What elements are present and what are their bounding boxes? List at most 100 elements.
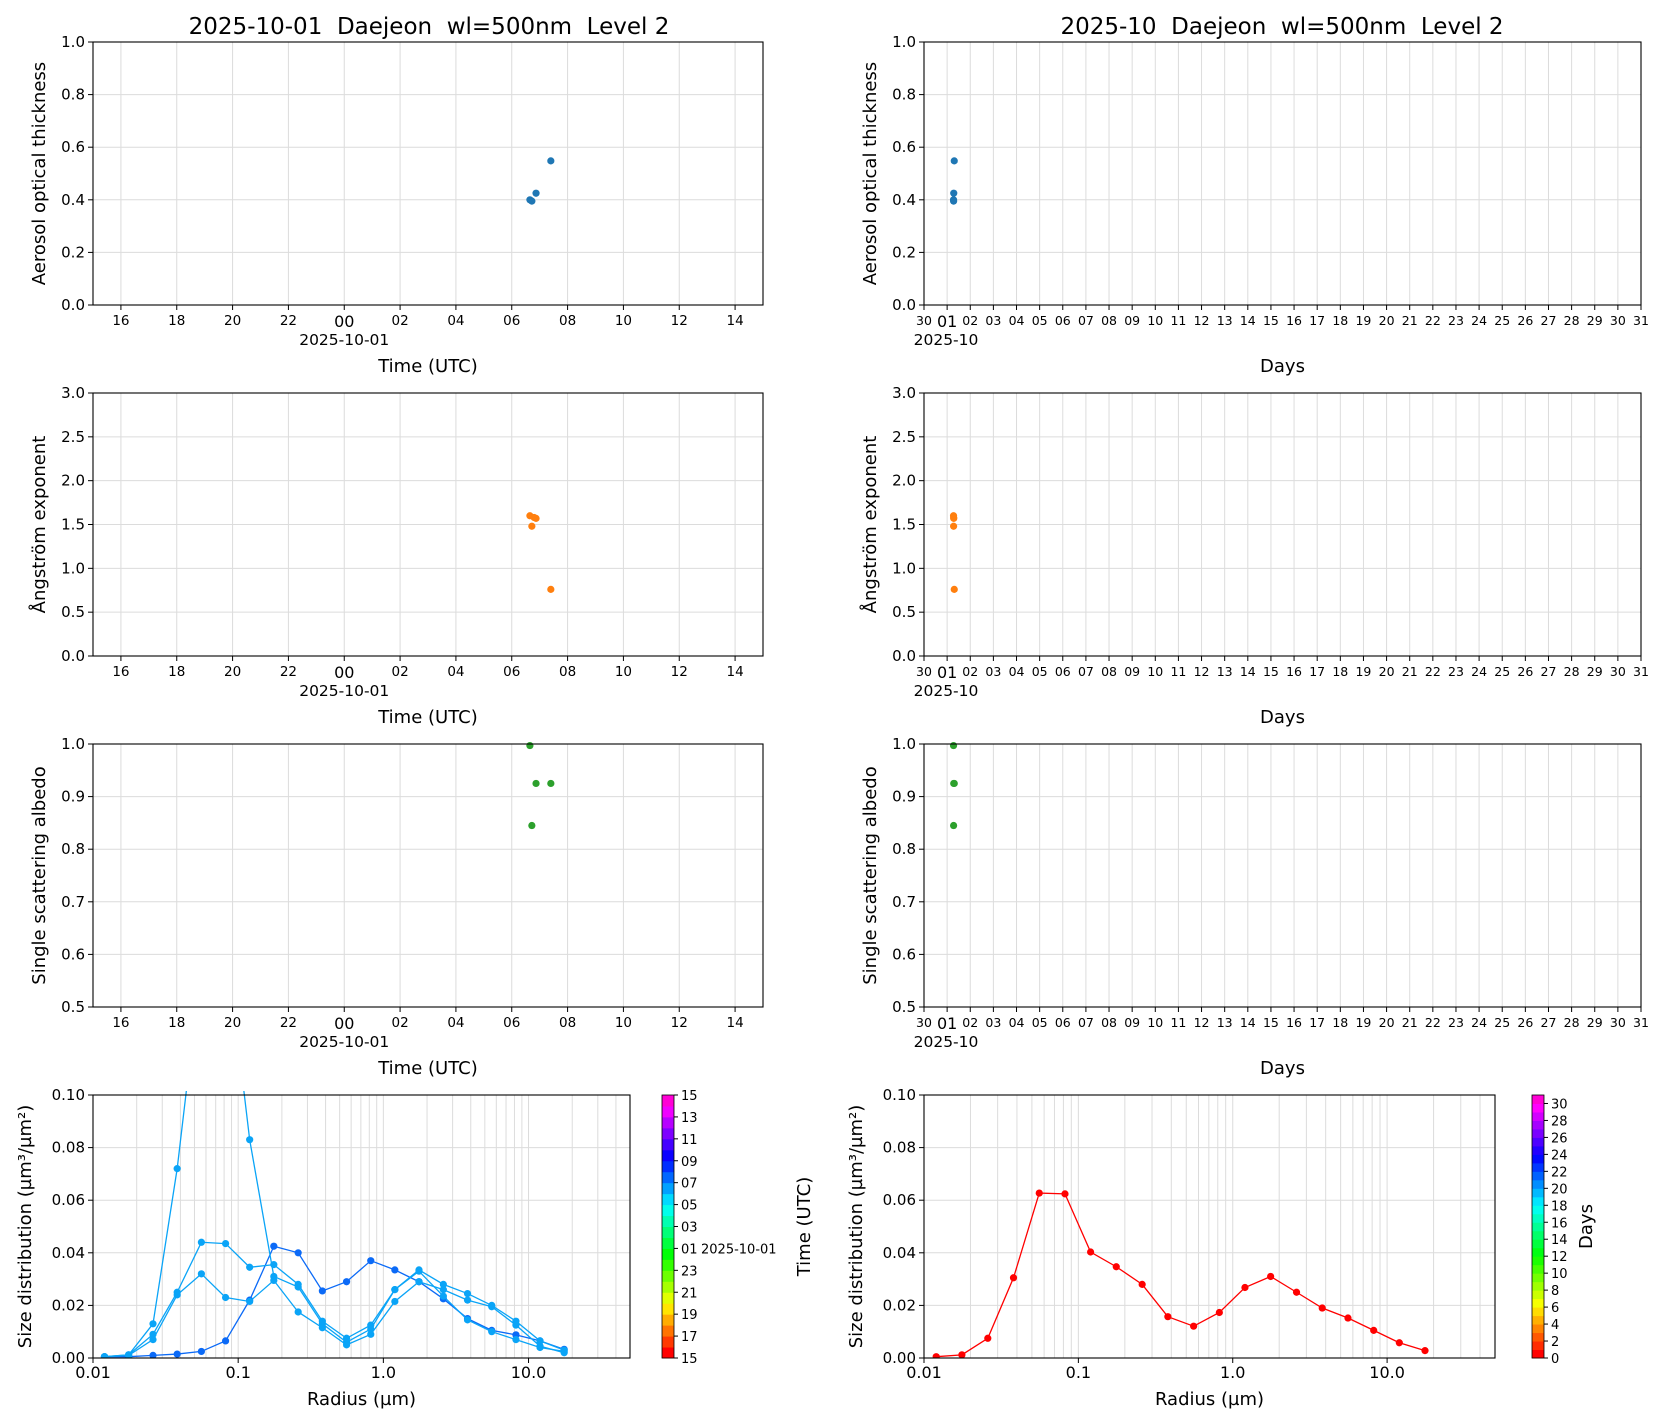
y-axis-label: Size distribution (µm³/µm²) bbox=[15, 1105, 36, 1348]
colorbar-level bbox=[1532, 1230, 1544, 1240]
y-tick-label: 0.04 bbox=[883, 1244, 916, 1262]
data-point bbox=[1370, 1326, 1378, 1334]
y-axis-label: Single scattering albedo bbox=[860, 766, 881, 984]
y-tick-label: 1.0 bbox=[892, 559, 916, 577]
data-point bbox=[318, 1317, 326, 1325]
x-tick-label: 24 bbox=[1471, 313, 1487, 328]
x-tick-label: 30 bbox=[1610, 313, 1626, 328]
colorbar-tick-label: 22 bbox=[1551, 1165, 1568, 1180]
colorbar-level bbox=[1532, 1120, 1544, 1130]
colorbar-tick-label: 30 bbox=[1551, 1097, 1568, 1112]
x-tick-label: 08 bbox=[1101, 313, 1117, 328]
data-point bbox=[1138, 1280, 1146, 1288]
y-axis-label: Size distribution (µm³/µm²) bbox=[846, 1105, 867, 1348]
data-point bbox=[1164, 1313, 1172, 1321]
y-tick-label: 0.5 bbox=[61, 998, 85, 1016]
y-axis-label: Ångström exponent bbox=[28, 436, 50, 614]
colorbar-level bbox=[662, 1248, 674, 1260]
x-axis-label: Radius (µm) bbox=[307, 1389, 416, 1410]
colorbar-level bbox=[1532, 1324, 1544, 1334]
colorbar-level bbox=[662, 1270, 674, 1282]
x-tick-label: 16 bbox=[112, 1015, 129, 1031]
colorbar-tick-label: 26 bbox=[1551, 1131, 1568, 1146]
y-tick-label: 0.5 bbox=[892, 603, 916, 621]
x-tick-label: 10 bbox=[615, 313, 632, 329]
x-tick-label: 0.1 bbox=[1066, 1363, 1091, 1382]
colorbar-tick-label: 13 bbox=[681, 1111, 698, 1126]
data-point bbox=[1395, 1339, 1403, 1347]
x-tick-label: 06 bbox=[1055, 1015, 1071, 1030]
x-tick-label: 14 bbox=[1240, 1015, 1256, 1030]
y-tick-label: 0.2 bbox=[61, 243, 85, 261]
series-line-3 bbox=[104, 1272, 565, 1358]
x-tick-label: 07 bbox=[1078, 664, 1094, 679]
x-tick-label: 07 bbox=[1078, 1015, 1094, 1030]
y-tick-label: 0.04 bbox=[52, 1244, 85, 1262]
y-tick-label: 1.0 bbox=[61, 33, 85, 51]
y-axis-label: Aerosol optical thickness bbox=[860, 62, 881, 285]
x-tick-label: 27 bbox=[1541, 1015, 1557, 1030]
colorbar-level bbox=[1532, 1332, 1544, 1342]
x-tick-label: 10 bbox=[1147, 313, 1163, 328]
x-tick-label: 31 bbox=[1633, 1015, 1649, 1030]
x-tick-label: 0.01 bbox=[75, 1363, 111, 1382]
data-point bbox=[1061, 1190, 1069, 1198]
x-tick-label: 12 bbox=[1194, 664, 1210, 679]
y-tick-label: 1.0 bbox=[892, 33, 916, 51]
axes-frame bbox=[92, 1094, 631, 1359]
x-tick-label: 05 bbox=[1032, 664, 1048, 679]
y-tick-label: 0.8 bbox=[61, 840, 85, 858]
data-layer bbox=[100, 1091, 568, 1358]
colorbar-tick-label: 05 bbox=[681, 1199, 698, 1214]
colorbar-level bbox=[662, 1226, 674, 1238]
data-point bbox=[547, 157, 555, 165]
colorbar-level bbox=[1532, 1307, 1544, 1317]
data-point bbox=[1190, 1322, 1198, 1330]
x-tick-label: 25 bbox=[1494, 664, 1510, 679]
data-layer bbox=[932, 1189, 1429, 1358]
data-point bbox=[949, 741, 958, 750]
x-tick-label: 16 bbox=[1286, 313, 1302, 328]
x-tick-label: 29 bbox=[1587, 1015, 1603, 1030]
y-tick-label: 2.5 bbox=[61, 428, 85, 446]
colorbar-level bbox=[662, 1204, 674, 1217]
y-tick-label: 0.5 bbox=[61, 603, 85, 621]
colorbar-tick-label: 12 bbox=[1551, 1250, 1568, 1265]
colorbar-tick-label: 17 bbox=[681, 1330, 698, 1345]
x-tick-label: 19 bbox=[1355, 1015, 1371, 1030]
data-point bbox=[1318, 1304, 1326, 1312]
x-tick-label: 21 bbox=[1402, 664, 1418, 679]
x-tick-label: 25 bbox=[1494, 1015, 1510, 1030]
colorbar-level bbox=[662, 1171, 674, 1184]
data-point bbox=[318, 1324, 326, 1332]
x-tick-label: 03 bbox=[985, 664, 1001, 679]
x-tick-label: 20 bbox=[224, 1015, 241, 1031]
colorbar-level bbox=[662, 1116, 674, 1129]
x-tick-label: 17 bbox=[1309, 664, 1325, 679]
colorbar-level bbox=[662, 1138, 674, 1151]
colorbar-level bbox=[662, 1347, 674, 1359]
x-tick-label: 29 bbox=[1587, 664, 1603, 679]
x-tick-label: 08 bbox=[559, 664, 576, 680]
data-point bbox=[932, 1353, 940, 1358]
data-point bbox=[100, 1353, 109, 1358]
colorbar-level bbox=[1532, 1095, 1544, 1104]
x-tick-label: 05 bbox=[1032, 1015, 1048, 1030]
x-axis-label: Days bbox=[1260, 356, 1305, 377]
x-tick-label: 18 bbox=[168, 1015, 185, 1031]
data-point bbox=[342, 1341, 351, 1349]
y-tick-label: 1.5 bbox=[892, 516, 916, 534]
data-point bbox=[149, 1320, 157, 1328]
x-offset-label: 2025-10-01 bbox=[299, 331, 389, 349]
x-tick-label: 12 bbox=[671, 313, 688, 329]
x-tick-label: 16 bbox=[112, 313, 129, 329]
x-tick-label: 1.0 bbox=[1220, 1363, 1245, 1382]
colorbar-tick-label: 6 bbox=[1551, 1301, 1559, 1316]
y-tick-label: 0.02 bbox=[52, 1296, 85, 1314]
colorbar-tick-label: 15 bbox=[681, 1352, 698, 1367]
y-tick-label: 0.2 bbox=[892, 243, 916, 261]
x-tick-label: 18 bbox=[1332, 664, 1348, 679]
x-tick-label: 17 bbox=[1309, 313, 1325, 328]
data-point bbox=[512, 1335, 520, 1344]
x-tick-label: 06 bbox=[503, 664, 520, 680]
